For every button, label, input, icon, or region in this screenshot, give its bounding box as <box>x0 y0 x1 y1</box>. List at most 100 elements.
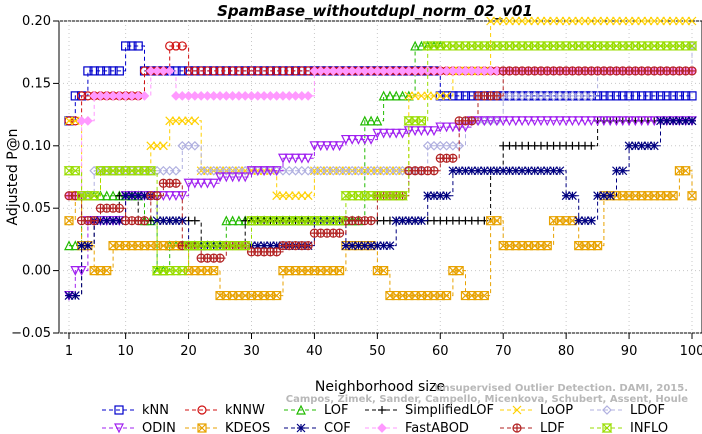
data-point <box>378 66 389 76</box>
data-point <box>461 166 470 176</box>
data-point-cross <box>367 216 376 225</box>
data-point <box>649 116 660 127</box>
y-axis-label: Adjusted P@n <box>5 128 21 225</box>
data-point <box>202 66 213 76</box>
data-point <box>435 191 445 201</box>
data-point <box>687 91 697 101</box>
data-point <box>580 91 590 101</box>
data-point <box>328 66 339 76</box>
data-point <box>347 134 358 145</box>
legend-label: LDOF <box>630 403 665 418</box>
data-point <box>479 66 490 76</box>
data-point <box>587 141 596 150</box>
data-point <box>278 191 288 201</box>
data-point <box>397 128 408 139</box>
data-point <box>505 166 514 176</box>
data-point <box>309 141 320 152</box>
data-point <box>221 66 231 76</box>
data-point <box>504 116 515 127</box>
data-point <box>221 165 232 176</box>
data-point <box>567 91 578 101</box>
series-line <box>69 45 692 122</box>
data-point <box>353 165 364 176</box>
data-point <box>561 116 572 127</box>
data-point <box>83 241 93 251</box>
data-point <box>492 16 502 26</box>
data-point <box>133 41 143 51</box>
data-point <box>517 166 527 176</box>
data-point <box>309 166 319 176</box>
data-point <box>542 91 553 101</box>
x-tick-label: 20 <box>180 344 197 359</box>
data-point <box>265 66 275 76</box>
data-point <box>637 16 647 26</box>
data-point <box>77 241 87 251</box>
data-point <box>554 116 565 127</box>
data-point <box>265 91 276 101</box>
data-point <box>441 91 452 101</box>
data-point <box>567 216 578 226</box>
data-point-cross <box>216 254 225 263</box>
data-point <box>70 291 80 300</box>
data-point <box>221 172 232 183</box>
data-point <box>384 128 395 139</box>
legend-item-ldof: LDOF <box>590 403 665 418</box>
data-point <box>454 91 464 101</box>
data-point <box>227 91 238 101</box>
legend-marker <box>197 423 207 433</box>
legend-label: LoOP <box>540 403 573 418</box>
data-point <box>548 91 559 101</box>
data-point <box>95 66 106 76</box>
data-point <box>674 91 685 101</box>
data-point <box>643 16 653 26</box>
data-point <box>423 191 433 201</box>
data-point <box>573 116 584 127</box>
data-point <box>574 216 584 226</box>
data-point <box>655 91 666 101</box>
data-point <box>64 240 74 251</box>
series-lof <box>64 40 446 276</box>
data-point <box>423 91 433 101</box>
legend-label: kNN <box>142 403 169 418</box>
data-point <box>410 40 421 51</box>
y-tick-label: 0.05 <box>22 201 51 216</box>
data-point <box>441 122 452 133</box>
data-point <box>656 116 665 126</box>
data-point <box>202 91 213 101</box>
data-point <box>668 16 678 26</box>
data-point <box>372 128 383 139</box>
legend-item-kdeos: KDEOS <box>185 421 270 434</box>
legend-item-ldf: LDF <box>500 421 565 434</box>
data-point <box>127 91 137 101</box>
data-point <box>171 165 181 176</box>
data-point <box>69 166 81 176</box>
data-point <box>253 241 263 251</box>
legend-marker <box>197 405 207 415</box>
data-point <box>246 166 257 177</box>
data-point <box>415 116 427 126</box>
data-point <box>378 90 389 101</box>
data-point <box>158 66 169 76</box>
series-line <box>69 70 692 197</box>
data-point <box>177 91 188 101</box>
data-point <box>379 266 389 276</box>
data-point <box>656 16 665 26</box>
data-point <box>504 91 515 101</box>
data-point <box>593 16 603 26</box>
data-point <box>416 91 426 101</box>
data-point <box>486 166 496 176</box>
legend-marker <box>114 423 124 434</box>
data-point <box>259 166 270 177</box>
data-point <box>121 41 131 51</box>
data-point <box>617 116 628 127</box>
x-tick-label: 40 <box>306 344 323 359</box>
data-point <box>441 66 452 76</box>
data-point <box>643 91 653 101</box>
data-point <box>102 66 112 76</box>
data-point <box>486 16 496 26</box>
data-point <box>536 166 546 176</box>
data-point <box>416 216 426 226</box>
data-point <box>599 191 609 201</box>
data-point <box>385 165 395 176</box>
chart-title: SpamBase_withoutdupl_norm_02_v01 <box>217 2 533 20</box>
